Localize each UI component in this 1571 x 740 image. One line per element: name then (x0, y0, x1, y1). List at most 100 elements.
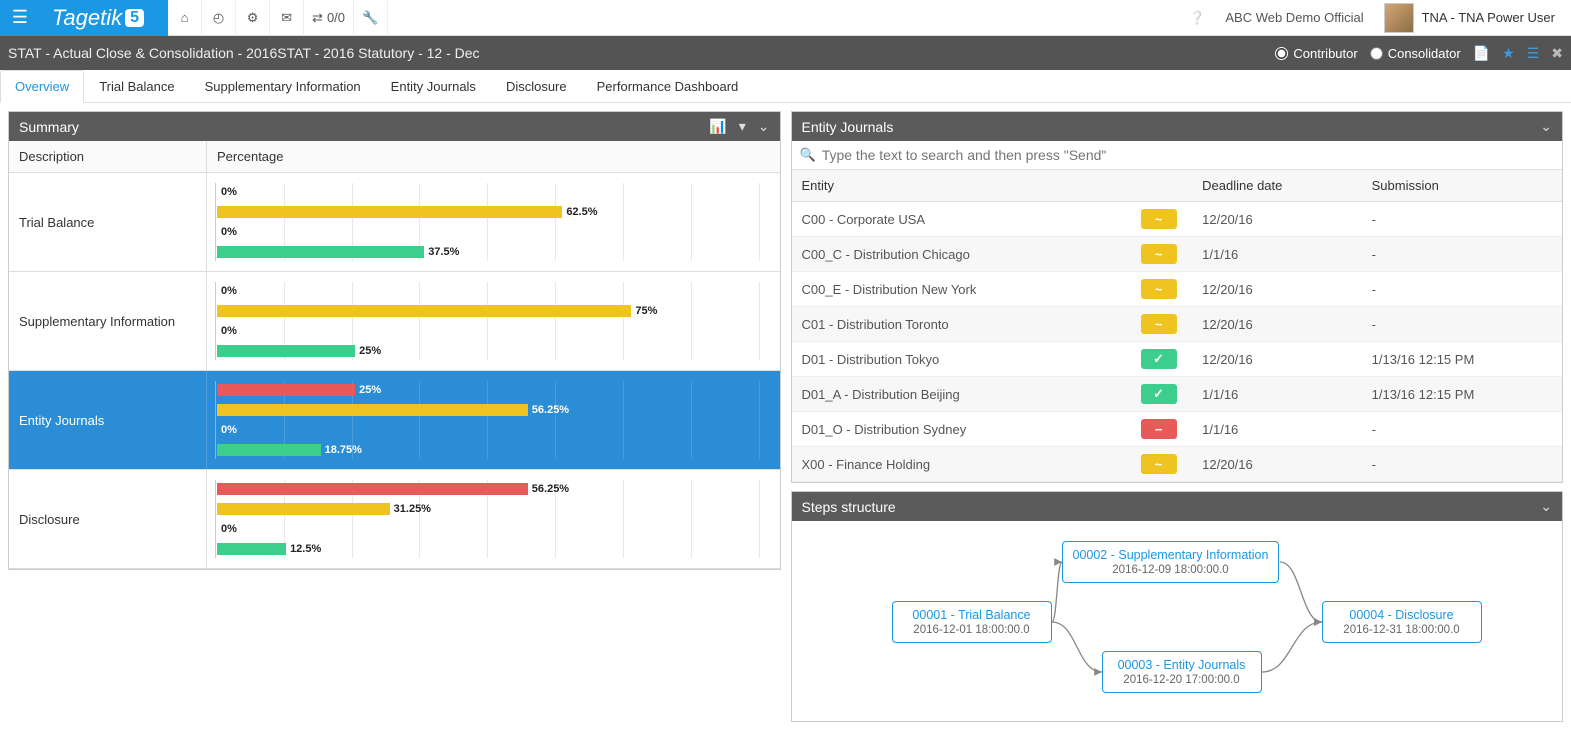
bar-label: 0% (221, 226, 237, 238)
tab-supplementary-information[interactable]: Supplementary Information (190, 70, 376, 103)
user-label[interactable]: TNA - TNA Power User (1422, 10, 1571, 25)
bar-label: 56.25% (532, 404, 569, 416)
cell-submission: 1/13/16 12:15 PM (1362, 342, 1562, 377)
status-badge: ~ (1141, 244, 1177, 264)
cell-status: ✓ (1131, 342, 1193, 377)
bar-label: 37.5% (428, 246, 459, 258)
cell-deadline: 1/1/16 (1192, 412, 1362, 447)
table-row[interactable]: C00_E - Distribution New York~12/20/16- (792, 272, 1563, 307)
summary-row[interactable]: Entity Journals 25% 56.25% 0% 18.75% (9, 371, 780, 470)
bar: 0% (217, 322, 770, 340)
cell-entity: D01_O - Distribution Sydney (792, 412, 1131, 447)
mail-icon[interactable]: ✉ (270, 0, 304, 36)
workflow-node[interactable]: 00004 - Disclosure2016-12-31 18:00:00.0 (1322, 601, 1482, 643)
entity-search-input[interactable] (822, 147, 1554, 163)
summary-row-label: Disclosure (9, 470, 207, 568)
star-icon[interactable]: ★ (1502, 45, 1515, 62)
bar: 0% (217, 223, 770, 241)
bar-label: 25% (359, 384, 381, 396)
close-icon[interactable]: ✖ (1551, 45, 1563, 62)
logo-text: Tagetik (52, 5, 122, 31)
bar: 25% (217, 381, 770, 399)
cell-deadline: 12/20/16 (1192, 342, 1362, 377)
status-badge: ✓ (1141, 349, 1177, 369)
wrench-icon[interactable]: 🔧 (354, 0, 388, 36)
collapse-icon[interactable]: ⌄ (758, 118, 770, 135)
cell-entity: C00_E - Distribution New York (792, 272, 1131, 307)
top-right: ❔ ABC Web Demo Official TNA - TNA Power … (1181, 0, 1571, 36)
cell-status: ~ (1131, 272, 1193, 307)
bar-label: 0% (221, 186, 237, 198)
tab-disclosure[interactable]: Disclosure (491, 70, 582, 103)
home-icon[interactable]: ⌂ (168, 0, 202, 36)
clock-icon[interactable]: ◴ (202, 0, 236, 36)
cell-entity: D01_A - Distribution Beijing (792, 377, 1131, 412)
summary-row[interactable]: Supplementary Information0%75%0%25% (9, 272, 780, 371)
cell-status: ~ (1131, 447, 1193, 482)
cell-submission: - (1362, 447, 1562, 482)
workflow-edge (1262, 622, 1322, 672)
tab-performance-dashboard[interactable]: Performance Dashboard (582, 70, 754, 103)
tab-overview[interactable]: Overview (0, 70, 84, 103)
workflow-node[interactable]: 00002 - Supplementary Information2016-12… (1062, 541, 1280, 583)
user-avatar[interactable] (1384, 3, 1414, 33)
gear-icon[interactable]: ⚙ (236, 0, 270, 36)
cell-deadline: 12/20/16 (1192, 447, 1362, 482)
bar: 0% (217, 421, 770, 439)
role-contributor-radio[interactable]: Contributor (1275, 46, 1357, 61)
table-row[interactable]: X00 - Finance Holding~12/20/16- (792, 447, 1563, 482)
workflow-edge (1052, 622, 1102, 672)
cell-submission: - (1362, 412, 1562, 447)
role-consolidator-radio[interactable]: Consolidator (1370, 46, 1461, 61)
collapse-icon[interactable]: ⌄ (1540, 498, 1552, 515)
bar: 18.75% (217, 441, 770, 459)
table-row[interactable]: D01 - Distribution Tokyo✓12/20/161/13/16… (792, 342, 1563, 377)
cell-deadline: 12/20/16 (1192, 307, 1362, 342)
col-entity[interactable]: Entity (792, 170, 1131, 202)
document-icon[interactable]: 📄 (1473, 45, 1490, 62)
summary-panel: Summary 📊 ▾ ⌄ Description Percentage Tri… (8, 111, 781, 570)
cell-submission: - (1362, 237, 1562, 272)
cell-status: ✓ (1131, 377, 1193, 412)
node-title: 00001 - Trial Balance (903, 608, 1041, 622)
workflow-edge (1052, 562, 1062, 622)
toolbar-icons: ⌂ ◴ ⚙ ✉ ⇄0/0 🔧 (168, 0, 388, 36)
app-logo: Tagetik5 (40, 0, 168, 36)
chart-icon[interactable]: 📊 (709, 118, 726, 135)
summary-row[interactable]: Disclosure56.25%31.25%0%12.5% (9, 470, 780, 569)
shuffle-counter[interactable]: ⇄0/0 (304, 0, 354, 36)
node-date: 2016-12-20 17:00:00.0 (1113, 674, 1251, 686)
help-icon[interactable]: ❔ (1181, 10, 1213, 26)
settings-sliders-icon[interactable]: ☰ (1527, 45, 1540, 62)
table-row[interactable]: C00_C - Distribution Chicago~1/1/16- (792, 237, 1563, 272)
table-row[interactable]: D01_O - Distribution Sydney−1/1/16- (792, 412, 1563, 447)
status-badge: − (1141, 419, 1177, 439)
summary-row-label: Entity Journals (9, 371, 207, 469)
table-row[interactable]: C00 - Corporate USA~12/20/16- (792, 202, 1563, 237)
table-row[interactable]: D01_A - Distribution Beijing✓1/1/161/13/… (792, 377, 1563, 412)
cell-status: ~ (1131, 202, 1193, 237)
col-deadline[interactable]: Deadline date (1192, 170, 1362, 202)
tab-trial-balance[interactable]: Trial Balance (84, 70, 189, 103)
bar: 12.5% (217, 540, 770, 558)
cell-status: ~ (1131, 237, 1193, 272)
bar-label: 25% (359, 345, 381, 357)
table-row[interactable]: C01 - Distribution Toronto~12/20/16- (792, 307, 1563, 342)
workflow-edge (1279, 562, 1321, 622)
col-submission[interactable]: Submission (1362, 170, 1562, 202)
workflow-node[interactable]: 00003 - Entity Journals2016-12-20 17:00:… (1102, 651, 1262, 693)
summary-row[interactable]: Trial Balance0%62.5%0%37.5% (9, 173, 780, 272)
workflow-node[interactable]: 00001 - Trial Balance2016-12-01 18:00:00… (892, 601, 1052, 643)
main-tabs: OverviewTrial BalanceSupplementary Infor… (0, 70, 1571, 103)
steps-title: Steps structure (802, 499, 896, 515)
collapse-icon[interactable]: ⌄ (1540, 118, 1552, 135)
hamburger-menu-button[interactable]: ☰ (0, 0, 40, 36)
entity-journals-title: Entity Journals (802, 119, 894, 135)
chevron-down-icon[interactable]: ▾ (739, 118, 746, 135)
bar-label: 56.25% (532, 483, 569, 495)
cell-submission: - (1362, 307, 1562, 342)
bar-label: 75% (635, 305, 657, 317)
bar-label: 31.25% (394, 503, 431, 515)
tab-entity-journals[interactable]: Entity Journals (376, 70, 491, 103)
bar-label: 0% (221, 285, 237, 297)
